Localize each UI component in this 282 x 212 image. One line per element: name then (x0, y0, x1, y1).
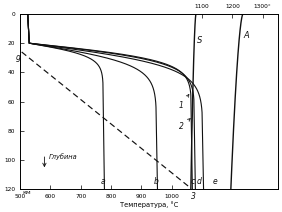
Text: g: g (16, 53, 21, 62)
Text: A: A (244, 31, 249, 40)
Text: 2: 2 (179, 119, 190, 131)
Text: c: c (191, 177, 195, 187)
Text: e: e (212, 177, 217, 187)
Text: S: S (197, 36, 202, 45)
Text: км: км (23, 190, 31, 195)
Text: d: d (197, 177, 202, 187)
Text: 1: 1 (179, 94, 189, 110)
Text: b: b (153, 177, 158, 187)
Text: Глубина: Глубина (49, 153, 78, 159)
Text: a: a (101, 177, 105, 187)
X-axis label: Температура, °C: Температура, °C (120, 201, 178, 208)
Text: 3: 3 (191, 192, 195, 201)
